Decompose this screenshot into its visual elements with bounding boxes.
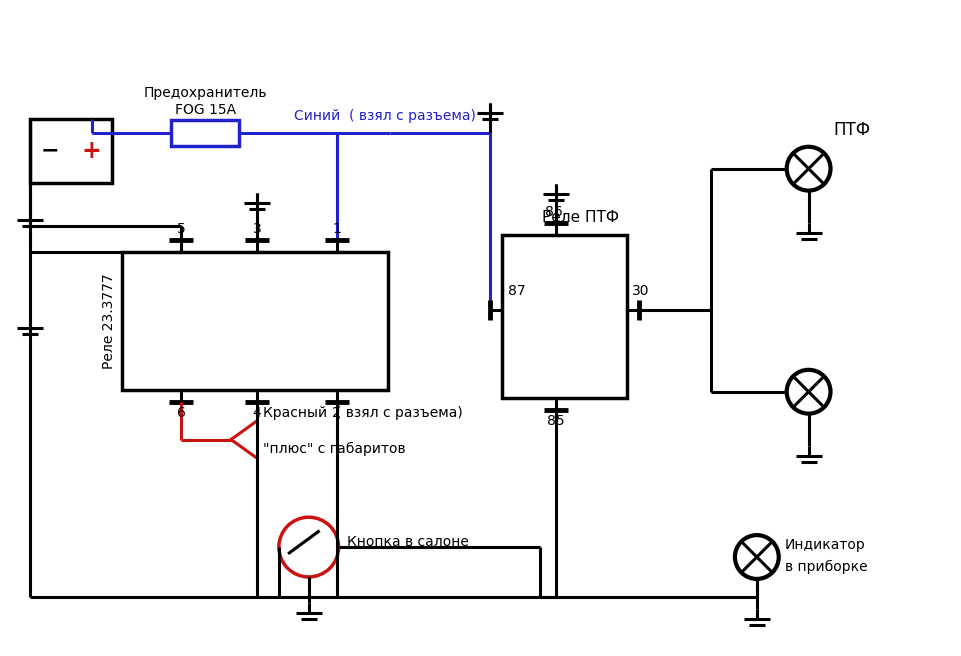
Text: 30: 30	[631, 284, 650, 298]
Text: 87: 87	[507, 284, 525, 298]
Text: 1: 1	[332, 222, 341, 236]
Text: Предохранитель
FOG 15A: Предохранитель FOG 15A	[143, 85, 266, 117]
Bar	[121, 253, 388, 390]
Text: Реле ПТФ: Реле ПТФ	[541, 211, 618, 226]
Text: 4: 4	[253, 405, 261, 420]
Text: 85: 85	[546, 414, 564, 428]
Text: Кнопка в салоне: Кнопка в салоне	[346, 535, 468, 549]
Bar	[171, 120, 238, 146]
Text: "плюс" с габаритов: "плюс" с габаритов	[262, 441, 406, 456]
Text: в приборке: в приборке	[784, 560, 867, 574]
Text: 2: 2	[332, 405, 340, 420]
Text: Красный  ( взял с разъема): Красный ( взял с разъема)	[262, 405, 462, 420]
Text: Индикатор: Индикатор	[784, 538, 865, 552]
Text: 3: 3	[253, 222, 261, 236]
Text: −: −	[40, 141, 59, 161]
Text: +: +	[82, 139, 102, 163]
Text: ПТФ: ПТФ	[832, 121, 870, 139]
Text: Реле 23.3777: Реле 23.3777	[102, 273, 115, 369]
Text: 6: 6	[177, 405, 185, 420]
Text: Синий  ( взял с разъема): Синий ( взял с разъема)	[293, 109, 475, 123]
Text: 5: 5	[177, 222, 185, 236]
Bar	[30, 119, 111, 182]
Text: 86: 86	[544, 205, 562, 220]
Bar	[502, 236, 627, 398]
